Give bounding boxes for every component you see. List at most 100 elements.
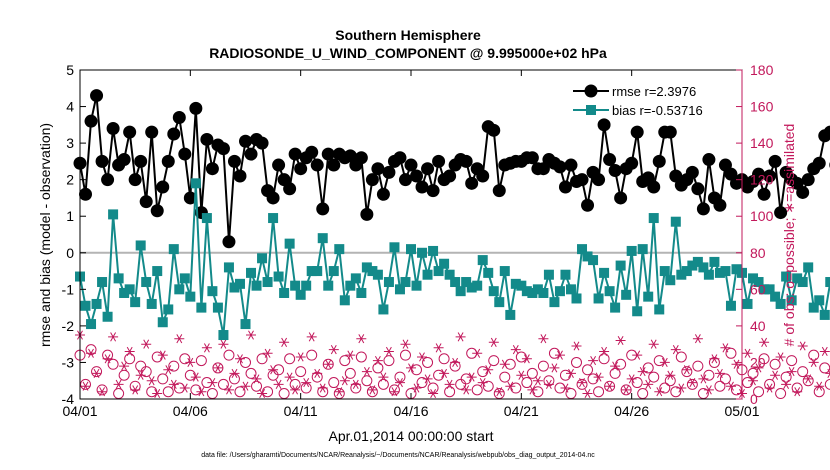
assimilated-point xyxy=(163,365,174,375)
possible-point xyxy=(129,380,141,392)
assimilated-point xyxy=(803,374,814,384)
bias-point xyxy=(185,291,196,302)
bias-point xyxy=(797,277,808,288)
assimilated-point xyxy=(323,359,334,369)
bias-point xyxy=(108,209,119,220)
rmse-point xyxy=(432,154,446,168)
possible-point xyxy=(548,347,560,359)
x-tick-label: 04/11 xyxy=(284,403,318,419)
rmse-point xyxy=(167,127,181,141)
bias-point xyxy=(670,216,681,227)
bias-point xyxy=(698,262,709,273)
assimilated-point xyxy=(808,357,819,368)
bias-point xyxy=(201,213,212,224)
rmse-point xyxy=(360,207,374,221)
possible-point xyxy=(311,371,323,383)
rmse-point xyxy=(465,176,479,190)
y-tick-label: 2 xyxy=(66,172,74,188)
rmse-point xyxy=(239,134,252,148)
possible-point xyxy=(438,353,450,365)
rmse-point xyxy=(117,153,131,167)
possible-point xyxy=(537,360,549,372)
rmse-point xyxy=(812,156,826,170)
rmse-point xyxy=(189,101,203,115)
possible-point xyxy=(686,378,698,390)
assimilated-point xyxy=(599,346,610,357)
bias-point xyxy=(389,242,400,253)
possible-point xyxy=(355,351,367,363)
possible-point xyxy=(730,384,742,396)
possible-point xyxy=(565,388,577,400)
bias-point xyxy=(163,304,174,315)
bias-point xyxy=(406,244,416,255)
assimilated-point xyxy=(687,377,698,388)
assimilated-point xyxy=(130,385,141,395)
assimilated-point xyxy=(499,359,510,369)
possible-point xyxy=(714,380,726,392)
assimilated-point xyxy=(295,352,306,362)
possible-point xyxy=(422,356,434,368)
x-tick-label: 04/16 xyxy=(393,403,428,419)
possible-point xyxy=(764,378,776,390)
possible-point xyxy=(780,371,792,383)
x-tick-label: 04/21 xyxy=(504,403,539,419)
rmse-point xyxy=(603,153,617,167)
assimilated-point xyxy=(279,337,290,347)
possible-point xyxy=(593,386,605,398)
y-tick-label: 1 xyxy=(66,208,74,224)
possible-point xyxy=(256,353,268,365)
possible-point xyxy=(797,366,809,378)
possible-point xyxy=(526,367,538,379)
possible-point xyxy=(350,382,362,394)
rmse-point xyxy=(227,154,241,168)
bias-point xyxy=(582,251,593,262)
possible-point xyxy=(499,371,511,383)
possible-point xyxy=(168,360,180,372)
assimilated-point xyxy=(433,343,444,353)
bias-point xyxy=(356,287,367,298)
x-tick-label: 05/01 xyxy=(724,403,759,419)
rmse-point xyxy=(796,185,810,199)
y-axis-label: rmse and bias (model - observation) xyxy=(37,123,53,347)
rmse-point xyxy=(564,158,578,172)
assimilated-point xyxy=(339,376,350,386)
rmse-point xyxy=(415,180,429,194)
bias-point xyxy=(212,302,223,313)
possible-point xyxy=(642,362,654,374)
bias-point xyxy=(753,277,764,288)
rmse-point xyxy=(558,180,572,194)
assimilated-point xyxy=(119,361,130,371)
legend-bias-marker xyxy=(586,105,596,115)
possible-point xyxy=(455,378,467,390)
rmse-point xyxy=(183,191,197,205)
rmse-point xyxy=(310,158,324,172)
bias-point xyxy=(141,277,152,288)
rmse-point xyxy=(316,202,330,216)
possible-point xyxy=(217,378,229,390)
possible-point xyxy=(151,351,163,363)
assimilated-point xyxy=(450,357,461,368)
possible-point xyxy=(361,375,373,387)
bias-point xyxy=(262,277,273,288)
y-tick-label: 0 xyxy=(66,245,74,261)
rmse-point xyxy=(200,132,214,146)
legend-rmse-marker xyxy=(584,84,598,98)
bias-point xyxy=(179,273,190,284)
bias-point xyxy=(317,233,328,244)
possible-point xyxy=(333,388,345,400)
rmse-point xyxy=(255,136,269,150)
rmse-point xyxy=(768,154,782,168)
data-file-footnote: data file: /Users/gharamti/Documents/NCA… xyxy=(201,452,595,459)
bias-point xyxy=(510,278,521,289)
assimilated-point xyxy=(461,385,472,395)
possible-point xyxy=(91,366,103,378)
assimilated-point xyxy=(273,379,284,389)
rmse-point xyxy=(630,125,644,139)
bias-point xyxy=(152,266,163,277)
chart-title: Southern Hemisphere xyxy=(335,27,481,43)
assimilated-point xyxy=(797,341,808,351)
bias-point xyxy=(378,304,389,315)
assimilated-point xyxy=(510,345,521,355)
bias-point xyxy=(119,287,130,298)
assimilated-point xyxy=(477,377,488,388)
